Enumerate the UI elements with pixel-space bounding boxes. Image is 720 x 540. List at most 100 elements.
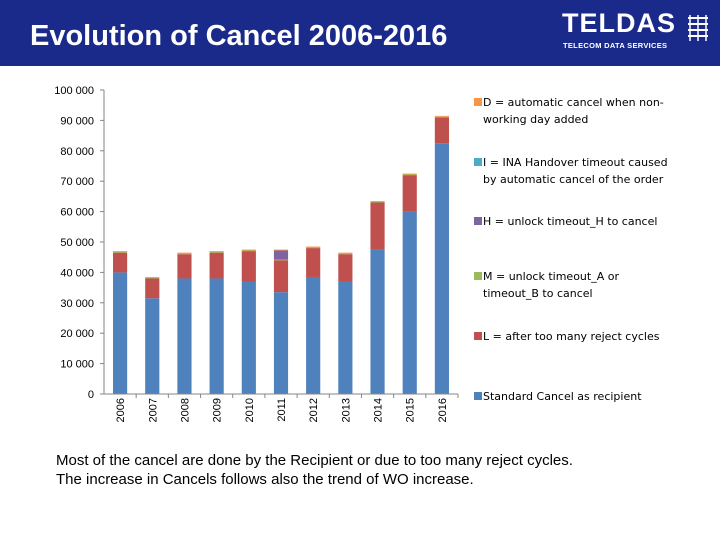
bar-2006-m-unlock-timeout-a-or-ti — [113, 252, 128, 253]
x-tick-label: 2016 — [437, 398, 449, 422]
y-tick-label: 70 000 — [60, 176, 94, 188]
footnote-line-1: Most of the cancel are done by the Recip… — [56, 452, 573, 469]
legend-item-d-automatic-cancel-when-: D = automatic cancel when non-working da… — [474, 96, 664, 126]
page-title: Evolution of Cancel 2006-2016 — [30, 20, 448, 52]
legend-swatch — [474, 392, 482, 400]
bar-2010-d-automatic-cancel-when- — [241, 249, 256, 251]
legend-label: by automatic cancel of the order — [483, 173, 664, 186]
y-tick-label: 30 000 — [60, 298, 94, 310]
footnote: Most of the cancel are done by the Recip… — [56, 451, 696, 489]
x-tick-label: 2011 — [276, 398, 288, 422]
legend-label: Standard Cancel as recipient — [483, 390, 642, 403]
logo-mark-icon — [688, 15, 708, 41]
bar-2015-d-automatic-cancel-when- — [402, 173, 417, 175]
bar-2007-standard-cancel-as-recip — [145, 298, 160, 394]
y-axis: 0 10 000 20 000 30 000 40 000 50 000 60 000 70 … — [54, 85, 105, 401]
bar-2009-l-after-too-many-reject- — [209, 252, 224, 279]
bar-2010-m-unlock-timeout-a-or-ti — [241, 250, 256, 252]
y-tick-label: 20 000 — [60, 328, 94, 340]
bar-2011-m-unlock-timeout-a-or-ti — [273, 259, 289, 261]
bar-2010-l-after-too-many-reject- — [241, 251, 256, 282]
bar-2007-l-after-too-many-reject- — [145, 278, 160, 299]
legend-label: L = after too many reject cycles — [483, 330, 660, 343]
x-tick-label: 2013 — [340, 398, 352, 422]
legend-swatch — [474, 217, 482, 225]
x-tick-label: 2015 — [405, 398, 417, 422]
bar-2012-d-automatic-cancel-when- — [306, 246, 321, 248]
bar-2012-standard-cancel-as-recip — [306, 276, 321, 394]
bar-2016-standard-cancel-as-recip — [434, 143, 449, 394]
footnote-line-2: The increase in Cancels follows also the… — [56, 471, 474, 488]
bar-2014-d-automatic-cancel-when- — [370, 200, 385, 202]
y-tick-label: 60 000 — [60, 207, 94, 219]
bar-2011-d-automatic-cancel-when- — [273, 249, 289, 251]
x-tick-label: 2006 — [115, 398, 127, 422]
bar-2007-m-unlock-timeout-a-or-ti — [145, 277, 160, 279]
legend-item-i-ina-handover-timeout-c: I = INA Handover timeout caused by automa… — [474, 156, 668, 186]
y-tick-label: 80 000 — [60, 146, 94, 158]
legend-label: working day added — [483, 113, 588, 126]
x-tick-label: 2012 — [308, 398, 320, 422]
legend-item-h-unlock-timeout-h-to-ca: H = unlock timeout_H to cancel — [474, 215, 657, 228]
legend-swatch — [474, 158, 482, 166]
bar-2007-d-automatic-cancel-when- — [145, 276, 160, 278]
legend-item-l-after-too-many-reject-: L = after too many reject cycles — [474, 330, 660, 343]
y-tick-label: 0 — [88, 389, 94, 401]
bar-2009-d-automatic-cancel-when- — [209, 251, 224, 253]
bar-2013-d-automatic-cancel-when- — [338, 252, 353, 254]
legend: D = automatic cancel when non-working da… — [474, 96, 668, 403]
bar-2012-l-after-too-many-reject- — [306, 248, 321, 277]
y-tick-label: 50 000 — [60, 237, 94, 249]
legend-swatch — [474, 272, 482, 280]
bar-2014-m-unlock-timeout-a-or-ti — [370, 201, 385, 203]
bar-2011-l-after-too-many-reject- — [273, 260, 289, 293]
bar-2006-d-automatic-cancel-when- — [113, 251, 128, 253]
legend-label: timeout_B to cancel — [483, 287, 593, 300]
bars — [113, 115, 449, 394]
y-tick-label: 90 000 — [60, 115, 94, 127]
bar-2011-h-unlock-timeout-h-to-ca — [273, 250, 289, 260]
x-tick-label: 2009 — [212, 398, 224, 422]
cancel-evolution-chart: 0 10 000 20 000 30 000 40 000 50 000 60 000 70 … — [54, 85, 668, 422]
bar-2011-standard-cancel-as-recip — [273, 292, 289, 394]
legend-item-standard-cancel-as-recip: Standard Cancel as recipient — [474, 390, 642, 403]
bar-2013-l-after-too-many-reject- — [338, 254, 353, 282]
bar-2016-m-unlock-timeout-a-or-ti — [434, 116, 449, 118]
bar-2006-standard-cancel-as-recip — [113, 272, 128, 394]
y-tick-label: 40 000 — [60, 267, 94, 279]
logo-subtitle: TELECOM DATA SERVICES — [563, 41, 668, 50]
bar-2006-l-after-too-many-reject- — [113, 252, 128, 273]
bar-2008-l-after-too-many-reject- — [177, 254, 192, 279]
legend-label: I = INA Handover timeout caused — [483, 156, 668, 169]
x-tick-label: 2007 — [147, 398, 159, 422]
bar-2014-standard-cancel-as-recip — [370, 249, 385, 394]
bar-2015-l-after-too-many-reject- — [402, 175, 417, 212]
x-tick-label: 2010 — [244, 398, 256, 422]
bar-2013-m-unlock-timeout-a-or-ti — [338, 253, 353, 255]
bar-2016-l-after-too-many-reject- — [434, 117, 449, 144]
x-tick-label: 2014 — [373, 398, 385, 422]
legend-swatch — [474, 98, 482, 106]
bar-2015-m-unlock-timeout-a-or-ti — [402, 174, 417, 176]
legend-item-m-unlock-timeout-a-or-ti: M = unlock timeout_A or timeout_B to canc… — [474, 270, 619, 300]
bar-2008-m-unlock-timeout-a-or-ti — [177, 253, 192, 255]
y-tick-label: 10 000 — [60, 359, 94, 371]
bar-2014-l-after-too-many-reject- — [370, 202, 385, 250]
bar-2013-standard-cancel-as-recip — [338, 281, 353, 394]
legend-label: D = automatic cancel when non- — [483, 96, 664, 109]
bar-2016-d-automatic-cancel-when- — [434, 115, 449, 117]
bar-2009-standard-cancel-as-recip — [209, 278, 224, 394]
bar-2015-standard-cancel-as-recip — [402, 211, 417, 394]
bar-2010-standard-cancel-as-recip — [241, 281, 256, 394]
logo-name: TELDAS — [562, 8, 676, 38]
y-tick-label: 100 000 — [54, 85, 94, 97]
legend-swatch — [474, 332, 482, 340]
x-tick-label: 2008 — [179, 398, 191, 422]
header-bar: Evolution of Cancel 2006-2016 TELDAS TEL… — [0, 0, 720, 66]
bar-2008-standard-cancel-as-recip — [177, 278, 192, 394]
legend-label: M = unlock timeout_A or — [483, 270, 619, 283]
bar-2012-m-unlock-timeout-a-or-ti — [306, 247, 321, 249]
legend-label: H = unlock timeout_H to cancel — [483, 215, 657, 228]
teldas-logo: TELDAS TELECOM DATA SERVICES — [556, 6, 716, 58]
bar-2008-d-automatic-cancel-when- — [177, 252, 192, 254]
